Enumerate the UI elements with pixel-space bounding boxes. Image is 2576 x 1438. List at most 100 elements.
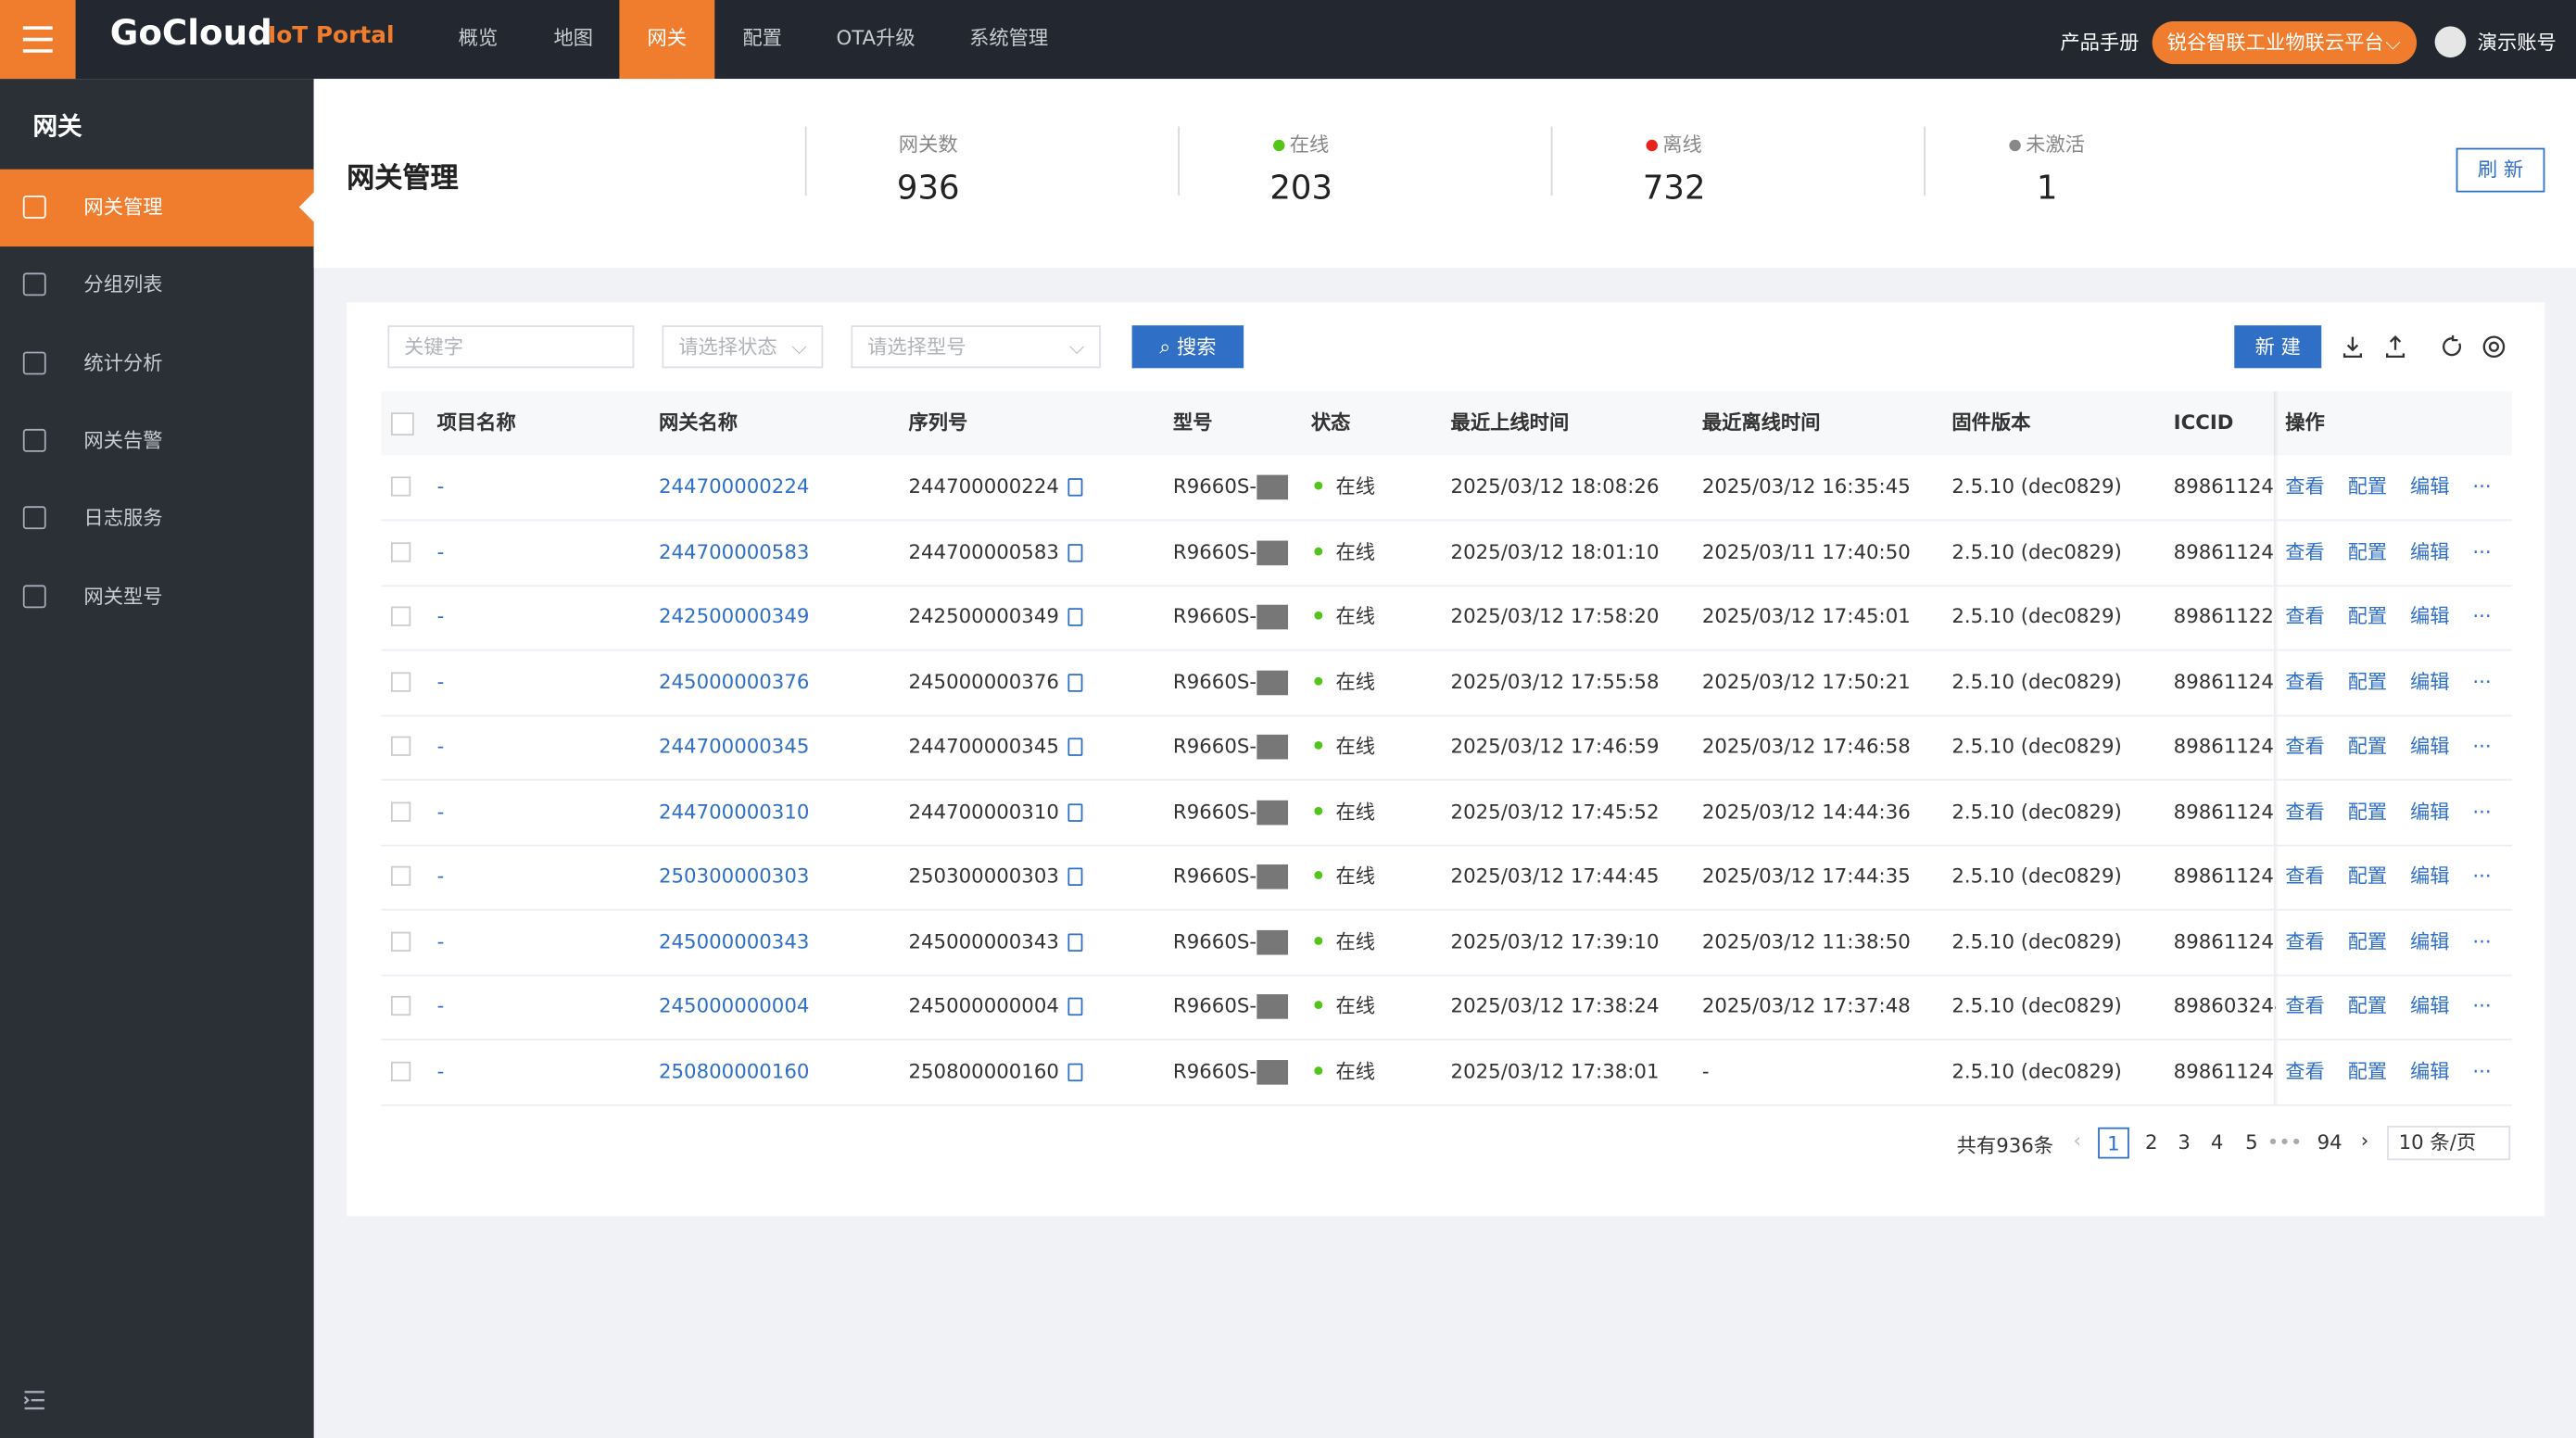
sidebar-item[interactable]: 网关告警 (0, 402, 314, 479)
platform-select[interactable]: 锐谷智联工业物联云平台 ⌵ (2152, 21, 2418, 65)
row-action[interactable]: 查看 (2285, 474, 2325, 498)
row-action[interactable]: 查看 (2285, 539, 2325, 563)
page-button[interactable]: 4 (2210, 1130, 2224, 1154)
row-action[interactable]: 查看 (2285, 734, 2325, 758)
copy-icon[interactable] (1067, 673, 1082, 691)
copy-icon[interactable] (1067, 608, 1082, 626)
nav-item[interactable]: 地图 (553, 26, 594, 50)
copy-icon[interactable] (1067, 478, 1082, 497)
row-action[interactable]: 编辑 (2409, 604, 2450, 628)
row-checkbox[interactable] (390, 1060, 411, 1081)
row-action[interactable]: 编辑 (2409, 994, 2450, 1017)
refresh-button[interactable]: 刷 新 (2456, 147, 2545, 193)
page-button[interactable]: 5 (2245, 1130, 2258, 1154)
row-action[interactable]: 查看 (2285, 1059, 2325, 1082)
row-checkbox[interactable] (390, 930, 411, 952)
row-action[interactable]: 配置 (2347, 734, 2388, 758)
manual-link[interactable]: 产品手册 (2060, 31, 2140, 55)
sidebar-item[interactable]: 网关型号 (0, 558, 314, 635)
page-button[interactable]: 94 (2317, 1130, 2342, 1154)
table-cell[interactable]: 244700000345 (659, 715, 889, 779)
table-cell[interactable]: 244700000583 (659, 520, 889, 584)
copy-icon[interactable] (1067, 738, 1082, 756)
row-action[interactable]: 编辑 (2409, 474, 2450, 498)
row-action[interactable]: 配置 (2347, 929, 2388, 952)
row-action[interactable]: 编辑 (2409, 1059, 2450, 1082)
row-action[interactable]: 编辑 (2409, 929, 2450, 952)
table-cell[interactable]: 250300000303 (659, 845, 889, 909)
table-cell[interactable]: 245000000343 (659, 910, 889, 974)
row-action[interactable]: ··· (2472, 604, 2492, 628)
page-button[interactable]: ••• (2267, 1130, 2303, 1154)
row-checkbox[interactable] (390, 801, 411, 821)
page-size-select[interactable]: 10 条/页 (2387, 1125, 2511, 1161)
sidebar-item[interactable]: 网关管理 (0, 169, 314, 247)
row-action[interactable]: ··· (2472, 799, 2492, 823)
row-action[interactable]: ··· (2472, 1059, 2492, 1082)
row-checkbox[interactable] (390, 865, 411, 887)
copy-icon[interactable] (1067, 1062, 1082, 1081)
nav-item[interactable]: 系统管理 (969, 26, 1049, 50)
table-cell[interactable]: 244700000310 (659, 780, 889, 844)
nav-item[interactable]: OTA升级 (836, 26, 915, 50)
table-cell[interactable]: 242500000349 (659, 585, 889, 649)
row-action[interactable]: 编辑 (2409, 734, 2450, 758)
row-action[interactable]: 配置 (2347, 669, 2388, 693)
row-action[interactable]: ··· (2472, 474, 2492, 498)
table-cell[interactable]: 250800000160 (659, 1040, 889, 1104)
row-action[interactable]: 编辑 (2409, 669, 2450, 693)
row-checkbox[interactable] (390, 736, 411, 756)
copy-icon[interactable] (1067, 997, 1082, 1016)
keyword-input[interactable]: 关键字 (387, 325, 635, 369)
row-action[interactable]: 配置 (2347, 994, 2388, 1017)
copy-icon[interactable] (1067, 802, 1082, 821)
prev-page[interactable]: ‹ (2073, 1129, 2082, 1153)
row-action[interactable]: 编辑 (2409, 799, 2450, 823)
row-action[interactable]: ··· (2472, 539, 2492, 563)
sidebar-item[interactable]: 统计分析 (0, 324, 314, 401)
toolbar-icons[interactable] (2340, 332, 2510, 361)
row-checkbox[interactable] (390, 671, 411, 691)
search-button[interactable]: ⌕ 搜索 (1131, 325, 1244, 369)
row-action[interactable]: 查看 (2285, 669, 2325, 693)
table-cell[interactable]: 245000000004 (659, 975, 889, 1039)
row-checkbox[interactable] (390, 995, 411, 1016)
table-cell[interactable]: 244700000224 (659, 455, 889, 519)
row-action[interactable]: 配置 (2347, 474, 2388, 498)
nav-item[interactable]: 配置 (742, 26, 782, 50)
row-action[interactable]: 配置 (2347, 604, 2388, 628)
page-button[interactable]: 2 (2144, 1130, 2158, 1154)
table-cell[interactable]: 245000000376 (659, 650, 889, 713)
row-checkbox[interactable] (390, 606, 411, 626)
row-action[interactable]: 查看 (2285, 799, 2325, 823)
row-action[interactable]: 编辑 (2409, 539, 2450, 563)
status-select[interactable]: 请选择状态 ⌵ (662, 325, 824, 369)
copy-icon[interactable] (1067, 932, 1082, 952)
menu-toggle[interactable] (0, 0, 76, 80)
row-action[interactable]: ··· (2472, 929, 2492, 952)
row-action[interactable]: ··· (2472, 669, 2492, 693)
row-action[interactable]: 查看 (2285, 929, 2325, 952)
row-checkbox[interactable] (390, 476, 411, 497)
account[interactable]: 演示账号 (2477, 31, 2557, 55)
collapse-icon[interactable] (19, 1385, 49, 1415)
row-action[interactable]: 配置 (2347, 864, 2388, 888)
nav-item[interactable]: 概览 (458, 26, 499, 50)
row-action[interactable]: 查看 (2285, 864, 2325, 888)
row-action[interactable]: 配置 (2347, 539, 2388, 563)
page-button[interactable]: 3 (2178, 1130, 2191, 1154)
header-checkbox[interactable] (390, 412, 414, 436)
sidebar-item[interactable]: 日志服务 (0, 480, 314, 557)
next-page[interactable]: › (2360, 1129, 2369, 1153)
new-button[interactable]: 新 建 (2234, 325, 2322, 369)
row-action[interactable]: 查看 (2285, 604, 2325, 628)
row-action[interactable]: 配置 (2347, 1059, 2388, 1082)
model-select[interactable]: 请选择型号 ⌵ (851, 325, 1101, 369)
copy-icon[interactable] (1067, 543, 1082, 561)
copy-icon[interactable] (1067, 867, 1082, 887)
sidebar-item[interactable]: 分组列表 (0, 247, 314, 324)
page-button[interactable]: 1 (2098, 1127, 2129, 1159)
row-action[interactable]: ··· (2472, 994, 2492, 1017)
row-action[interactable]: ··· (2472, 734, 2492, 758)
row-action[interactable]: 配置 (2347, 799, 2388, 823)
